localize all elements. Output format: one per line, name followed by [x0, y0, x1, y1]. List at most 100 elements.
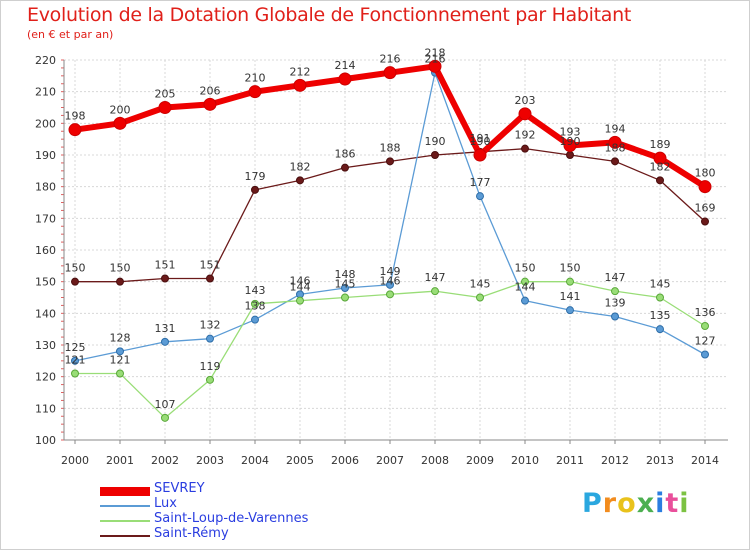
data-point-lux — [161, 337, 169, 346]
x-tick-label: 2004 — [241, 454, 269, 467]
data-point-saint-remy — [341, 163, 349, 172]
data-label-saint-remy: 192 — [515, 129, 536, 142]
x-tick-label: 2005 — [286, 454, 314, 467]
data-label-saint-remy: 151 — [200, 259, 221, 272]
data-label-saint-remy: 190 — [425, 135, 446, 148]
data-label-lux: 128 — [110, 331, 131, 344]
data-point-sevrey — [338, 72, 352, 86]
data-point-saint-remy — [611, 157, 619, 166]
data-point-saint-loup-de-varennes — [116, 369, 124, 378]
logo-letter: r — [602, 488, 618, 519]
x-tick-label: 2000 — [61, 454, 89, 467]
data-point-saint-remy — [521, 144, 529, 153]
data-label-saint-remy: 150 — [110, 262, 131, 275]
y-tick-label: 170 — [35, 212, 56, 225]
data-point-saint-loup-de-varennes — [566, 277, 574, 286]
data-label-lux: 131 — [155, 322, 176, 335]
data-label-saint-loup-de-varennes: 136 — [695, 306, 716, 319]
chart-subtitle: (en € et par an) — [27, 28, 114, 41]
data-point-sevrey — [563, 139, 577, 152]
data-point-sevrey — [428, 59, 442, 73]
legend-swatch — [100, 486, 150, 496]
x-tick-label: 2010 — [511, 454, 539, 467]
x-tick-label: 2008 — [421, 454, 449, 467]
legend-swatch — [100, 535, 150, 537]
legend-label: Saint-Rémy — [154, 526, 229, 541]
data-point-saint-remy — [701, 217, 709, 226]
data-label-saint-remy: 179 — [245, 170, 266, 183]
data-label-saint-loup-de-varennes: 145 — [470, 278, 491, 291]
data-label-saint-remy: 182 — [650, 160, 671, 173]
data-point-lux — [341, 284, 349, 292]
data-label-saint-loup-de-varennes: 107 — [155, 398, 176, 411]
data-point-lux — [656, 325, 664, 334]
data-label-lux: 132 — [200, 319, 221, 332]
y-tick-label: 140 — [35, 307, 56, 320]
data-label-sevrey: 180 — [695, 167, 716, 180]
data-label-saint-loup-de-varennes: 121 — [110, 354, 131, 367]
data-point-sevrey — [248, 85, 262, 99]
data-label-saint-loup-de-varennes: 119 — [200, 360, 221, 373]
data-label-sevrey: 200 — [110, 103, 131, 116]
legend-label: Saint-Loup-de-Varennes — [154, 511, 309, 526]
y-tick-label: 100 — [35, 434, 56, 447]
data-point-sevrey — [293, 78, 307, 92]
data-label-sevrey: 216 — [380, 53, 401, 66]
data-point-lux — [701, 350, 709, 359]
data-label-lux: 216 — [425, 53, 446, 66]
data-point-saint-remy — [296, 176, 304, 185]
data-point-sevrey — [113, 116, 127, 130]
data-point-lux — [251, 315, 259, 324]
data-point-lux — [611, 312, 619, 321]
data-label-lux: 127 — [695, 335, 716, 348]
data-point-lux — [476, 192, 484, 201]
data-point-saint-loup-de-varennes — [701, 322, 709, 330]
legend-item: Saint-Loup-de-Varennes — [100, 511, 420, 528]
data-point-saint-loup-de-varennes — [71, 369, 79, 378]
x-tick-label: 2003 — [196, 454, 224, 467]
data-label-sevrey: 214 — [335, 59, 356, 72]
data-point-sevrey — [653, 151, 667, 165]
legend-item: Saint-Rémy — [100, 526, 420, 543]
data-label-sevrey: 190 — [470, 135, 491, 148]
y-tick-label: 210 — [35, 86, 56, 99]
y-tick-label: 120 — [35, 371, 56, 384]
data-point-saint-loup-de-varennes — [386, 290, 394, 299]
data-point-lux — [206, 334, 214, 343]
logo-letter: x — [636, 488, 656, 519]
x-tick-label: 2013 — [646, 454, 674, 467]
data-point-sevrey — [698, 180, 712, 194]
data-label-saint-remy: 188 — [605, 141, 626, 154]
data-label-saint-remy: 190 — [560, 135, 581, 148]
y-tick-label: 110 — [35, 402, 56, 415]
x-tick-label: 2002 — [151, 454, 179, 467]
data-point-saint-remy — [431, 151, 439, 159]
y-tick-label: 190 — [35, 149, 56, 162]
data-label-saint-remy: 151 — [155, 259, 176, 272]
logo-letter: t — [665, 488, 680, 519]
data-label-saint-loup-de-varennes: 145 — [650, 278, 671, 291]
data-point-saint-remy — [161, 274, 169, 283]
logo-letter: o — [617, 488, 637, 519]
data-label-saint-loup-de-varennes: 146 — [380, 274, 401, 287]
data-label-saint-loup-de-varennes: 145 — [335, 278, 356, 291]
data-point-saint-loup-de-varennes — [296, 296, 304, 305]
data-label-saint-loup-de-varennes: 147 — [605, 271, 626, 284]
data-label-saint-loup-de-varennes: 121 — [65, 354, 86, 367]
data-point-sevrey — [518, 107, 532, 121]
logo-letter: P — [582, 488, 603, 519]
data-point-saint-remy — [251, 185, 259, 194]
data-point-sevrey — [473, 148, 487, 162]
data-point-saint-loup-de-varennes — [656, 293, 664, 302]
data-label-lux: 177 — [470, 176, 491, 189]
data-label-saint-remy: 188 — [380, 141, 401, 154]
proxiti-logo: Proxiti — [582, 488, 690, 519]
y-tick-label: 220 — [35, 54, 56, 67]
data-label-lux: 146 — [290, 274, 311, 287]
legend-swatch — [100, 505, 150, 507]
data-point-saint-remy — [71, 277, 79, 286]
data-point-saint-loup-de-varennes — [611, 287, 619, 296]
logo-letter: i — [679, 488, 690, 519]
data-label-lux: 149 — [380, 265, 401, 278]
